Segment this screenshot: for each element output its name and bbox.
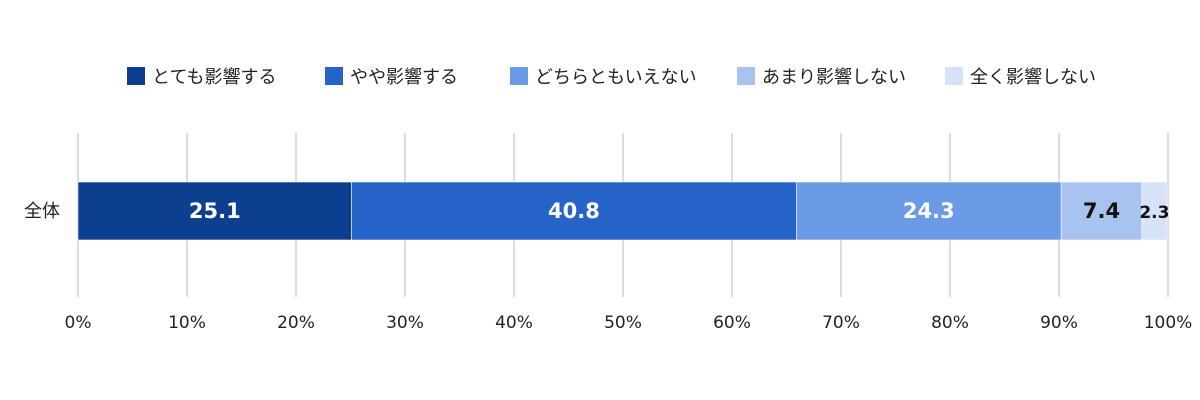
legend: とても影響する やや影響する どちらともいえない あまり影響しない 全く影響しない xyxy=(127,67,1096,88)
x-tick-label: 0% xyxy=(65,313,92,333)
x-tick-label: 70% xyxy=(822,313,860,333)
legend-swatch xyxy=(127,67,145,85)
bar-segments xyxy=(77,181,1168,241)
legend-swatch xyxy=(325,67,343,85)
x-tick-label: 60% xyxy=(713,313,751,333)
legend-label: やや影響する xyxy=(350,67,458,88)
legend-swatch xyxy=(510,67,528,85)
bar-segment xyxy=(77,181,352,241)
data-labels: 25.1 40.8 24.3 7.4 2.3 xyxy=(189,199,1170,223)
data-label: 40.8 xyxy=(548,199,600,223)
data-label: 25.1 xyxy=(189,199,241,223)
bar-segment xyxy=(351,181,797,241)
x-tick-label: 90% xyxy=(1040,313,1078,333)
bar-segment xyxy=(796,181,1062,241)
x-tick-label: 80% xyxy=(931,313,969,333)
legend-label: とても影響する xyxy=(152,67,277,88)
category-labels: 全体 xyxy=(24,201,60,222)
x-tick-label: 100% xyxy=(1144,313,1193,333)
x-tick-label: 50% xyxy=(604,313,642,333)
data-label: 24.3 xyxy=(903,199,955,223)
bar-segment xyxy=(1060,181,1143,241)
legend-swatch xyxy=(945,67,963,85)
x-tick-label: 20% xyxy=(277,313,315,333)
data-label: 7.4 xyxy=(1083,199,1120,223)
x-axis-ticks: 0% 10% 20% 30% 40% 50% 60% 70% 80% 90% 100% xyxy=(65,313,1193,333)
data-label: 2.3 xyxy=(1139,203,1169,223)
legend-label: あまり影響しない xyxy=(762,67,906,88)
x-tick-label: 30% xyxy=(386,313,424,333)
legend-label: どちらともいえない xyxy=(535,67,697,88)
bar-segment xyxy=(1141,181,1168,241)
legend-label: 全く影響しない xyxy=(970,67,1096,88)
x-tick-label: 40% xyxy=(495,313,533,333)
category-label: 全体 xyxy=(24,201,60,222)
legend-swatch xyxy=(737,67,755,85)
x-tick-label: 10% xyxy=(168,313,206,333)
